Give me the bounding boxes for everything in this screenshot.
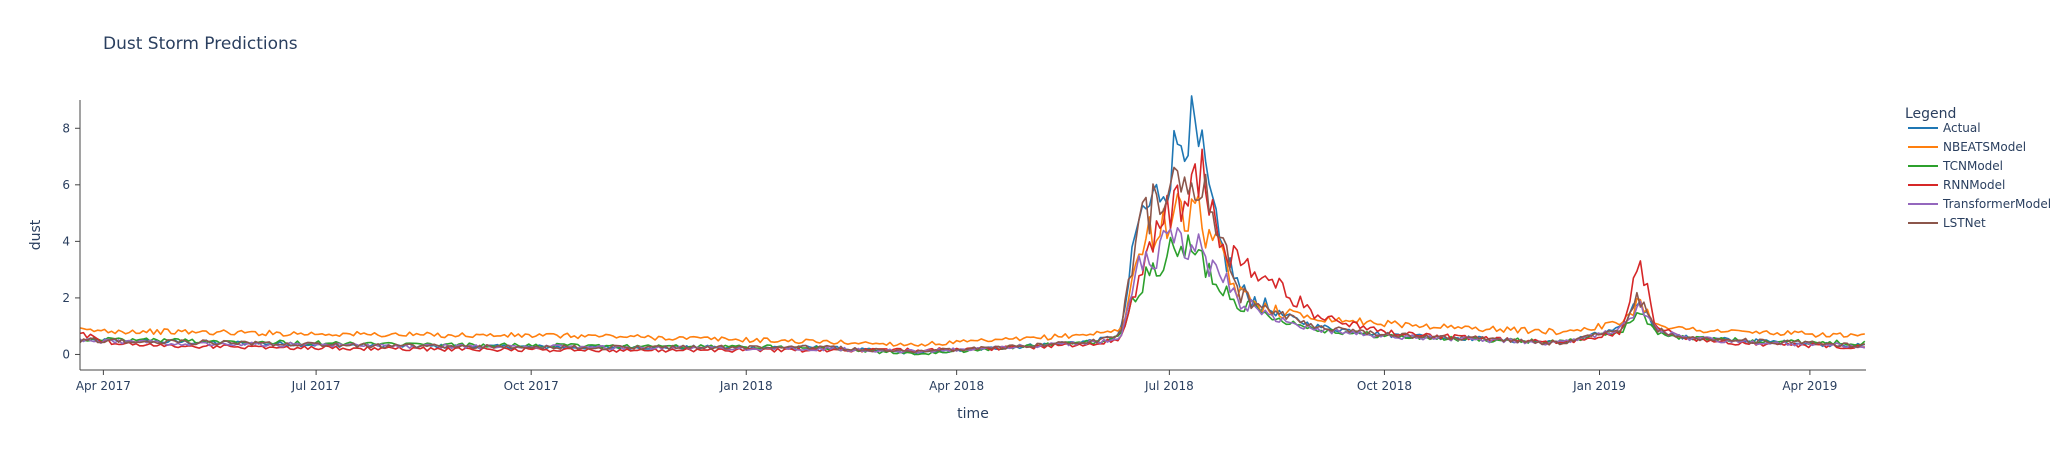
legend-items: Actual NBEATSModel TCNModel RNNModel Transfo… bbox=[1908, 121, 2051, 230]
x-tick-label: Oct 2017 bbox=[504, 379, 559, 393]
legend-item-label: TransformerModel bbox=[1942, 197, 2051, 211]
legend-item-label: TCNModel bbox=[1942, 159, 2003, 173]
legend-item-label: LSTNet bbox=[1943, 216, 1986, 230]
x-tick-label: Jul 2018 bbox=[1144, 379, 1194, 393]
series-line-actual bbox=[79, 95, 1866, 356]
series-line-rnnmodel bbox=[79, 148, 1865, 353]
legend-title: Legend bbox=[1905, 106, 1956, 122]
y-tick-label: 8 bbox=[62, 121, 70, 135]
y-tick-label: 0 bbox=[62, 347, 70, 361]
y-tick-label: 6 bbox=[62, 178, 70, 192]
series-line-transformermodel bbox=[79, 227, 1866, 354]
x-tick-label: Jan 2019 bbox=[1572, 379, 1626, 393]
x-tick-label: Jan 2018 bbox=[719, 379, 773, 393]
series-line-tcnmodel bbox=[79, 234, 1866, 356]
x-axis-title: time bbox=[957, 406, 989, 422]
x-tick-label: Apr 2018 bbox=[929, 379, 984, 393]
y-tick-label: 2 bbox=[62, 291, 70, 305]
x-tick-label: Apr 2019 bbox=[1782, 379, 1837, 393]
x-axis-ticks: Apr 2017 Jul 2017 Oct 2017 Jan 2018 Apr 2018… bbox=[76, 370, 1837, 393]
x-tick-label: Jul 2017 bbox=[291, 379, 341, 393]
legend-item-label: RNNModel bbox=[1943, 178, 2005, 192]
series-line-lstnet bbox=[79, 166, 1866, 354]
y-axis-title: dust bbox=[28, 219, 44, 250]
series-layer bbox=[79, 95, 1866, 356]
legend-item-label: Actual bbox=[1943, 121, 1981, 135]
legend-item-label: NBEATSModel bbox=[1943, 140, 2026, 154]
x-tick-label: Apr 2017 bbox=[76, 379, 131, 393]
legend: Legend Actual NBEATSModel TCNModel RNNModel… bbox=[1905, 106, 2051, 230]
x-tick-label: Oct 2018 bbox=[1357, 379, 1412, 393]
series-line-nbeatsmodel bbox=[79, 193, 1865, 347]
chart-title: Dust Storm Predictions bbox=[103, 34, 298, 54]
y-axis-ticks: 0 2 4 6 8 bbox=[62, 121, 80, 361]
y-tick-label: 4 bbox=[62, 234, 70, 248]
plot-area: Apr 2017 Jul 2017 Oct 2017 Jan 2018 Apr 2018… bbox=[62, 95, 1866, 393]
